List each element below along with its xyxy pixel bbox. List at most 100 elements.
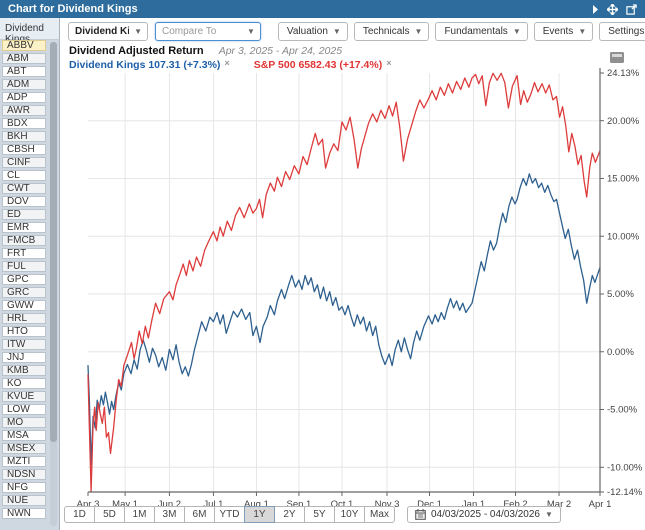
ticker-item-abm[interactable]: ABM [2, 53, 46, 64]
ticker-item-hrl[interactable]: HRL [2, 313, 46, 324]
ticker-item-ko[interactable]: KO [2, 378, 46, 389]
compare-to-combobox[interactable]: ▼ [155, 21, 261, 41]
ticker-item-abt[interactable]: ABT [2, 66, 46, 77]
window-titlebar: Chart for Dividend Kings [0, 0, 645, 18]
ticker-item-msa[interactable]: MSA [2, 430, 46, 441]
svg-text:Apr 1: Apr 1 [589, 499, 612, 510]
symbol-combobox[interactable]: Dividend Kings ▼ [68, 21, 148, 41]
range-button-5y[interactable]: 5Y [304, 506, 335, 523]
range-button-2y[interactable]: 2Y [274, 506, 305, 523]
ticker-item-fmcb[interactable]: FMCB [2, 235, 46, 246]
settings-dropdown[interactable]: Settings ▼ [599, 21, 645, 41]
ticker-item-bdx[interactable]: BDX [2, 118, 46, 129]
ticker-list: ABBV ABM ABT ADM ADP AWR BDX BKH CBSH CINF CL CWT DO… [0, 40, 59, 519]
range-button-10y[interactable]: 10Y [334, 506, 365, 523]
valuation-dropdown[interactable]: Valuation ▼ [277, 21, 348, 41]
ticker-item-bkh[interactable]: BKH [2, 131, 46, 142]
svg-text:Dec 1: Dec 1 [417, 499, 442, 510]
range-button-1d[interactable]: 1D [64, 506, 95, 523]
ticker-item-ndsn[interactable]: NDSN [2, 469, 46, 480]
range-button-max[interactable]: Max [364, 506, 395, 523]
svg-text:15.00%: 15.00% [607, 174, 640, 185]
settings-dropdown-label: Settings [608, 25, 645, 37]
ticker-item-kmb[interactable]: KMB [2, 365, 46, 376]
range-button-ytd[interactable]: YTD [214, 506, 245, 523]
ticker-item-adm[interactable]: ADM [2, 79, 46, 90]
valuation-dropdown-label: Valuation [286, 25, 328, 37]
sidebar-header: Dividend Kings [0, 18, 60, 45]
price-chart[interactable]: 24.13% 20.00% 15.00% 10.00% 5.00% 0.00% -5.00%… [60, 44, 645, 512]
sidebar-scrollbar-thumb[interactable] [50, 42, 57, 442]
ticker-item-cwt[interactable]: CWT [2, 183, 46, 194]
ticker-item-emr[interactable]: EMR [2, 222, 46, 233]
ticker-item-ed[interactable]: ED [2, 209, 46, 220]
svg-text:-10.00%: -10.00% [607, 462, 643, 473]
svg-text:Mar 2: Mar 2 [547, 499, 571, 510]
chart-header: Dividend Adjusted Return Apr 3, 2025 - A… [69, 45, 342, 57]
chart-title: Dividend Adjusted Return [69, 45, 204, 57]
chevron-down-icon: ▼ [414, 26, 423, 36]
ticker-item-hto[interactable]: HTO [2, 326, 46, 337]
fundamentals-dropdown[interactable]: Fundamentals ▼ [435, 21, 528, 41]
ticker-item-gww[interactable]: GWW [2, 300, 46, 311]
ticker-item-grc[interactable]: GRC [2, 287, 46, 298]
ticker-item-frt[interactable]: FRT [2, 248, 46, 259]
ticker-item-mzti[interactable]: MZTI [2, 456, 46, 467]
legend-series-sp-500: S&P 500 6582.43 (+17.4%) [253, 59, 383, 71]
range-button-3m[interactable]: 3M [154, 506, 185, 523]
legend-remove-icon-dividend-kings[interactable]: × [224, 58, 230, 68]
technicals-dropdown-label: Technicals [362, 25, 410, 37]
range-button-group: 1D 5D 1M 3M 6M YTD 1Y 2Y 5Y 10Y Max [64, 506, 395, 523]
svg-text:24.13%: 24.13% [607, 68, 640, 79]
technicals-dropdown[interactable]: Technicals ▼ [353, 21, 430, 41]
ticker-item-itw[interactable]: ITW [2, 339, 46, 350]
ticker-item-cl[interactable]: CL [2, 170, 46, 181]
ticker-item-ful[interactable]: FUL [2, 261, 46, 272]
svg-text:10.00%: 10.00% [607, 231, 640, 242]
svg-text:0.00%: 0.00% [607, 347, 634, 358]
svg-text:-5.00%: -5.00% [607, 405, 638, 416]
range-button-1m[interactable]: 1M [124, 506, 155, 523]
open-in-new-window-icon[interactable] [626, 3, 637, 15]
ticker-item-cbsh[interactable]: CBSH [2, 144, 46, 155]
date-range-picker[interactable]: 04/03/2025 - 04/03/2026 ▼ [407, 506, 561, 523]
range-button-1y[interactable]: 1Y [244, 506, 275, 523]
ticker-item-low[interactable]: LOW [2, 404, 46, 415]
ticker-item-nue[interactable]: NUE [2, 495, 46, 506]
chevron-down-icon: ▼ [578, 26, 587, 36]
svg-text:Aug 1: Aug 1 [244, 499, 269, 510]
window-title: Chart for Dividend Kings [8, 3, 138, 15]
range-toolbar: 1D 5D 1M 3M 6M YTD 1Y 2Y 5Y 10Y Max 04/03/2025 - 0… [64, 506, 561, 523]
ticker-item-kvue[interactable]: KVUE [2, 391, 46, 402]
chart-date-range: Apr 3, 2025 - Apr 24, 2025 [218, 45, 343, 57]
ticker-item-cinf[interactable]: CINF [2, 157, 46, 168]
ticker-item-nwn[interactable]: NWN [2, 508, 46, 519]
expand-right-icon[interactable] [592, 4, 599, 14]
legend-series-dividend-kings: Dividend Kings 107.31 (+7.3%) [69, 59, 221, 71]
svg-text:Feb 2: Feb 2 [503, 499, 527, 510]
ticker-item-awr[interactable]: AWR [2, 105, 46, 116]
chevron-down-icon: ▼ [332, 26, 341, 36]
ticker-item-jnj[interactable]: JNJ [2, 352, 46, 363]
sidebar-scrollbar[interactable] [50, 42, 57, 526]
range-button-5d[interactable]: 5D [94, 506, 125, 523]
chevron-down-icon: ▼ [544, 510, 553, 519]
legend-remove-icon-sp-500[interactable]: × [386, 58, 392, 68]
ticker-item-dov[interactable]: DOV [2, 196, 46, 207]
ticker-item-mo[interactable]: MO [2, 417, 46, 428]
ticker-item-msex[interactable]: MSEX [2, 443, 46, 454]
svg-text:5.00%: 5.00% [607, 289, 634, 300]
svg-text:Jan 1: Jan 1 [462, 499, 485, 510]
chevron-down-icon: ▼ [512, 26, 521, 36]
compare-to-input[interactable] [162, 25, 242, 37]
range-button-6m[interactable]: 6M [184, 506, 215, 523]
ticker-item-adp[interactable]: ADP [2, 92, 46, 103]
events-dropdown[interactable]: Events ▼ [533, 21, 594, 41]
ticker-item-nfg[interactable]: NFG [2, 482, 46, 493]
fullscreen-move-icon[interactable] [607, 3, 618, 15]
legend-series-row: Dividend Kings 107.31 (+7.3%) × S&P 500 65… [69, 58, 416, 71]
ticker-item-abbv[interactable]: ABBV [2, 40, 46, 51]
chart-panel-icon[interactable] [610, 50, 624, 68]
ticker-item-gpc[interactable]: GPC [2, 274, 46, 285]
svg-text:May 1: May 1 [112, 499, 138, 510]
